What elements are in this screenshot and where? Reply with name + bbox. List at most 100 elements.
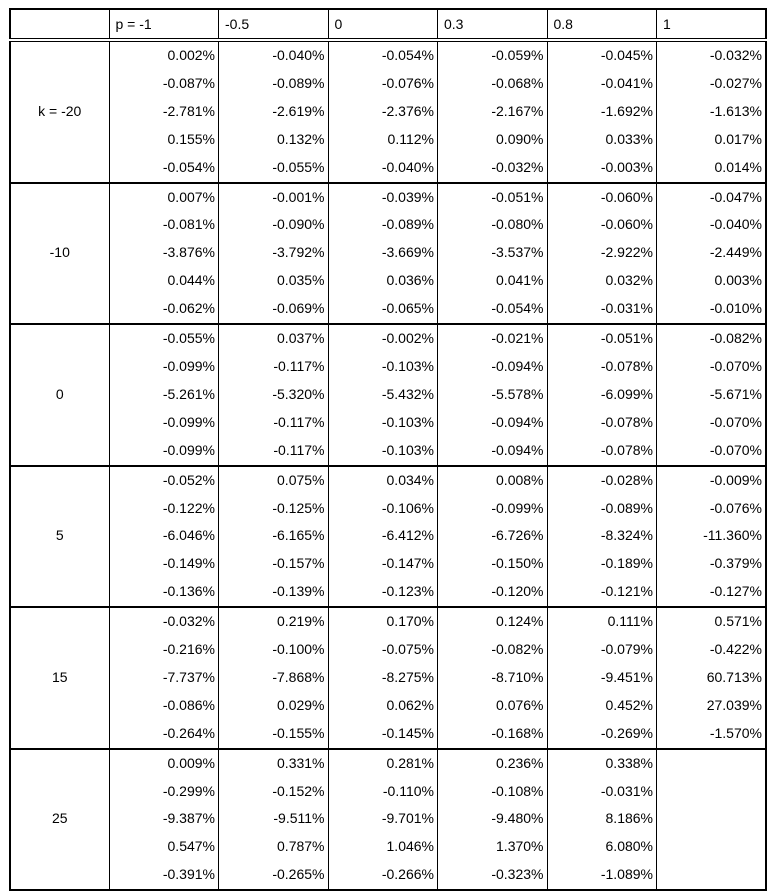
value-cell: -0.168% — [437, 719, 548, 749]
table-row: -0.136% -0.139% -0.123% -0.120% -0.121% -0.12… — [10, 578, 767, 608]
value-cell: -0.069% — [218, 295, 329, 325]
value-cell: 0.007% — [108, 182, 219, 212]
value-cell: -0.099% — [108, 436, 219, 466]
table-row: -0.086% 0.029% 0.062% 0.076% 0.452% 27.039% — [10, 691, 767, 720]
value-cell: -0.145% — [327, 719, 438, 749]
value-cell: 1.370% — [437, 833, 548, 862]
table-row: -7.737% -7.868% -8.275% -8.710% -9.451% 60.71… — [10, 663, 767, 692]
table-row: -10 0.007% -0.001% -0.039% -0.051% -0.060% -0.… — [9, 182, 767, 325]
value-cell: -0.106% — [327, 494, 438, 523]
value-cell: 0.033% — [546, 125, 657, 154]
value-cell: -0.081% — [108, 211, 219, 240]
value-cell: -0.086% — [108, 691, 219, 720]
value-cell: 0.075% — [218, 465, 329, 495]
value-cell: -0.422% — [656, 636, 767, 664]
k-label-cell: 0 — [9, 324, 110, 466]
value-cell: -0.089% — [218, 69, 329, 98]
value-cell: -0.055% — [108, 324, 219, 353]
value-cell: -0.079% — [546, 636, 657, 664]
value-cell: -3.876% — [108, 239, 219, 268]
value-cell: -0.078% — [546, 436, 657, 466]
value-cell: -1.613% — [656, 97, 767, 126]
header-cell-p: 0.8 — [546, 9, 657, 40]
value-cell: -0.052% — [108, 465, 219, 495]
header-cell-corner — [9, 9, 110, 40]
value-cell: 27.039% — [656, 691, 767, 720]
value-cell: -2.167% — [437, 97, 548, 126]
value-cell: -8.710% — [437, 663, 548, 692]
value-cell: -6.412% — [327, 522, 438, 551]
value-cell: 0.009% — [108, 748, 219, 778]
value-cell: -0.264% — [108, 719, 219, 749]
value-cell: 0.112% — [327, 125, 438, 154]
value-cell: 0.041% — [437, 267, 548, 296]
value-cell: -0.089% — [546, 494, 657, 523]
value-cell: -0.117% — [218, 436, 329, 466]
value-cell — [656, 777, 767, 806]
value-cell: -0.139% — [218, 578, 329, 608]
value-cell: -0.054% — [108, 153, 219, 183]
value-cell: -0.028% — [546, 465, 657, 495]
value-cell: 0.014% — [656, 153, 767, 183]
value-cell: -1.570% — [656, 719, 767, 749]
header-cell-p: 0.3 — [437, 9, 548, 40]
value-cell: -0.062% — [108, 295, 219, 325]
table-row: -0.062% -0.069% -0.065% -0.054% -0.031% -0.01… — [10, 295, 767, 325]
k-label-cell: k = -20 — [9, 40, 110, 183]
value-cell: 0.034% — [327, 465, 438, 495]
value-cell: -0.054% — [327, 40, 438, 70]
value-cell: 0.037% — [218, 324, 329, 353]
value-cell: -0.010% — [656, 295, 767, 325]
table-row: 15 -0.032% 0.219% 0.170% 0.124% 0.111% 0.571% — [9, 607, 767, 749]
header-cell-p: p = -1 — [108, 9, 219, 40]
value-cell: -2.449% — [656, 239, 767, 268]
table-row: -0.099% -0.117% -0.103% -0.094% -0.078% -0.07… — [10, 408, 767, 437]
value-cell: -0.051% — [546, 324, 657, 353]
table-row: 0.155% 0.132% 0.112% 0.090% 0.033% 0.017% — [10, 125, 767, 154]
value-cell: -0.099% — [108, 408, 219, 437]
value-cell: 0.132% — [218, 125, 329, 154]
value-cell: 0.036% — [327, 267, 438, 296]
value-cell: -0.082% — [437, 636, 548, 664]
value-cell: -0.117% — [218, 352, 329, 381]
value-cell: 0.002% — [108, 40, 219, 70]
value-cell: -0.080% — [437, 211, 548, 240]
header-cell-p: -0.5 — [218, 9, 329, 40]
value-cell: -6.726% — [437, 522, 548, 551]
value-cell: -0.094% — [437, 436, 548, 466]
value-cell: -9.451% — [546, 663, 657, 692]
header-row: p = -1 -0.5 0 0.3 0.8 1 — [9, 9, 767, 40]
value-cell: -6.165% — [218, 522, 329, 551]
value-cell: 0.452% — [546, 691, 657, 720]
value-cell: -0.054% — [437, 295, 548, 325]
value-cell: 8.186% — [546, 805, 657, 834]
table-row: k = -20 0.002% -0.040% -0.054% -0.059% -0.045… — [9, 40, 767, 183]
value-cell: -0.070% — [656, 408, 767, 437]
value-cell: -0.082% — [656, 324, 767, 353]
table-body: k = -20 0.002% -0.040% -0.054% -0.059% -0.045… — [9, 40, 767, 891]
table-row: 0.044% 0.035% 0.036% 0.041% 0.032% 0.003% — [10, 267, 767, 296]
value-cell: -2.781% — [108, 97, 219, 126]
value-cell: 0.124% — [437, 607, 548, 637]
value-cell: -0.031% — [546, 295, 657, 325]
value-cell: -0.155% — [218, 719, 329, 749]
value-cell — [656, 833, 767, 862]
value-cell: 0.076% — [437, 691, 548, 720]
value-cell: 0.219% — [218, 607, 329, 637]
value-cell: 0.062% — [327, 691, 438, 720]
value-cell: -0.123% — [327, 578, 438, 608]
value-cell: -0.391% — [108, 861, 219, 891]
value-cell: -0.149% — [108, 550, 219, 579]
value-cell: -0.075% — [327, 636, 438, 664]
value-cell: -8.324% — [546, 522, 657, 551]
value-cell: 0.035% — [218, 267, 329, 296]
value-cell — [656, 748, 767, 778]
value-cell: -0.122% — [108, 494, 219, 523]
table-row: -0.149% -0.157% -0.147% -0.150% -0.189% -0.37… — [10, 550, 767, 579]
value-cell: -0.147% — [327, 550, 438, 579]
value-cell: -0.136% — [108, 578, 219, 608]
k-label-cell: 15 — [9, 607, 110, 749]
table-row: -2.781% -2.619% -2.376% -2.167% -1.692% -1.61… — [10, 97, 767, 126]
results-table: p = -1 -0.5 0 0.3 0.8 1 k = -20 0.002% -0.… — [9, 8, 767, 891]
value-cell: -0.039% — [327, 182, 438, 212]
